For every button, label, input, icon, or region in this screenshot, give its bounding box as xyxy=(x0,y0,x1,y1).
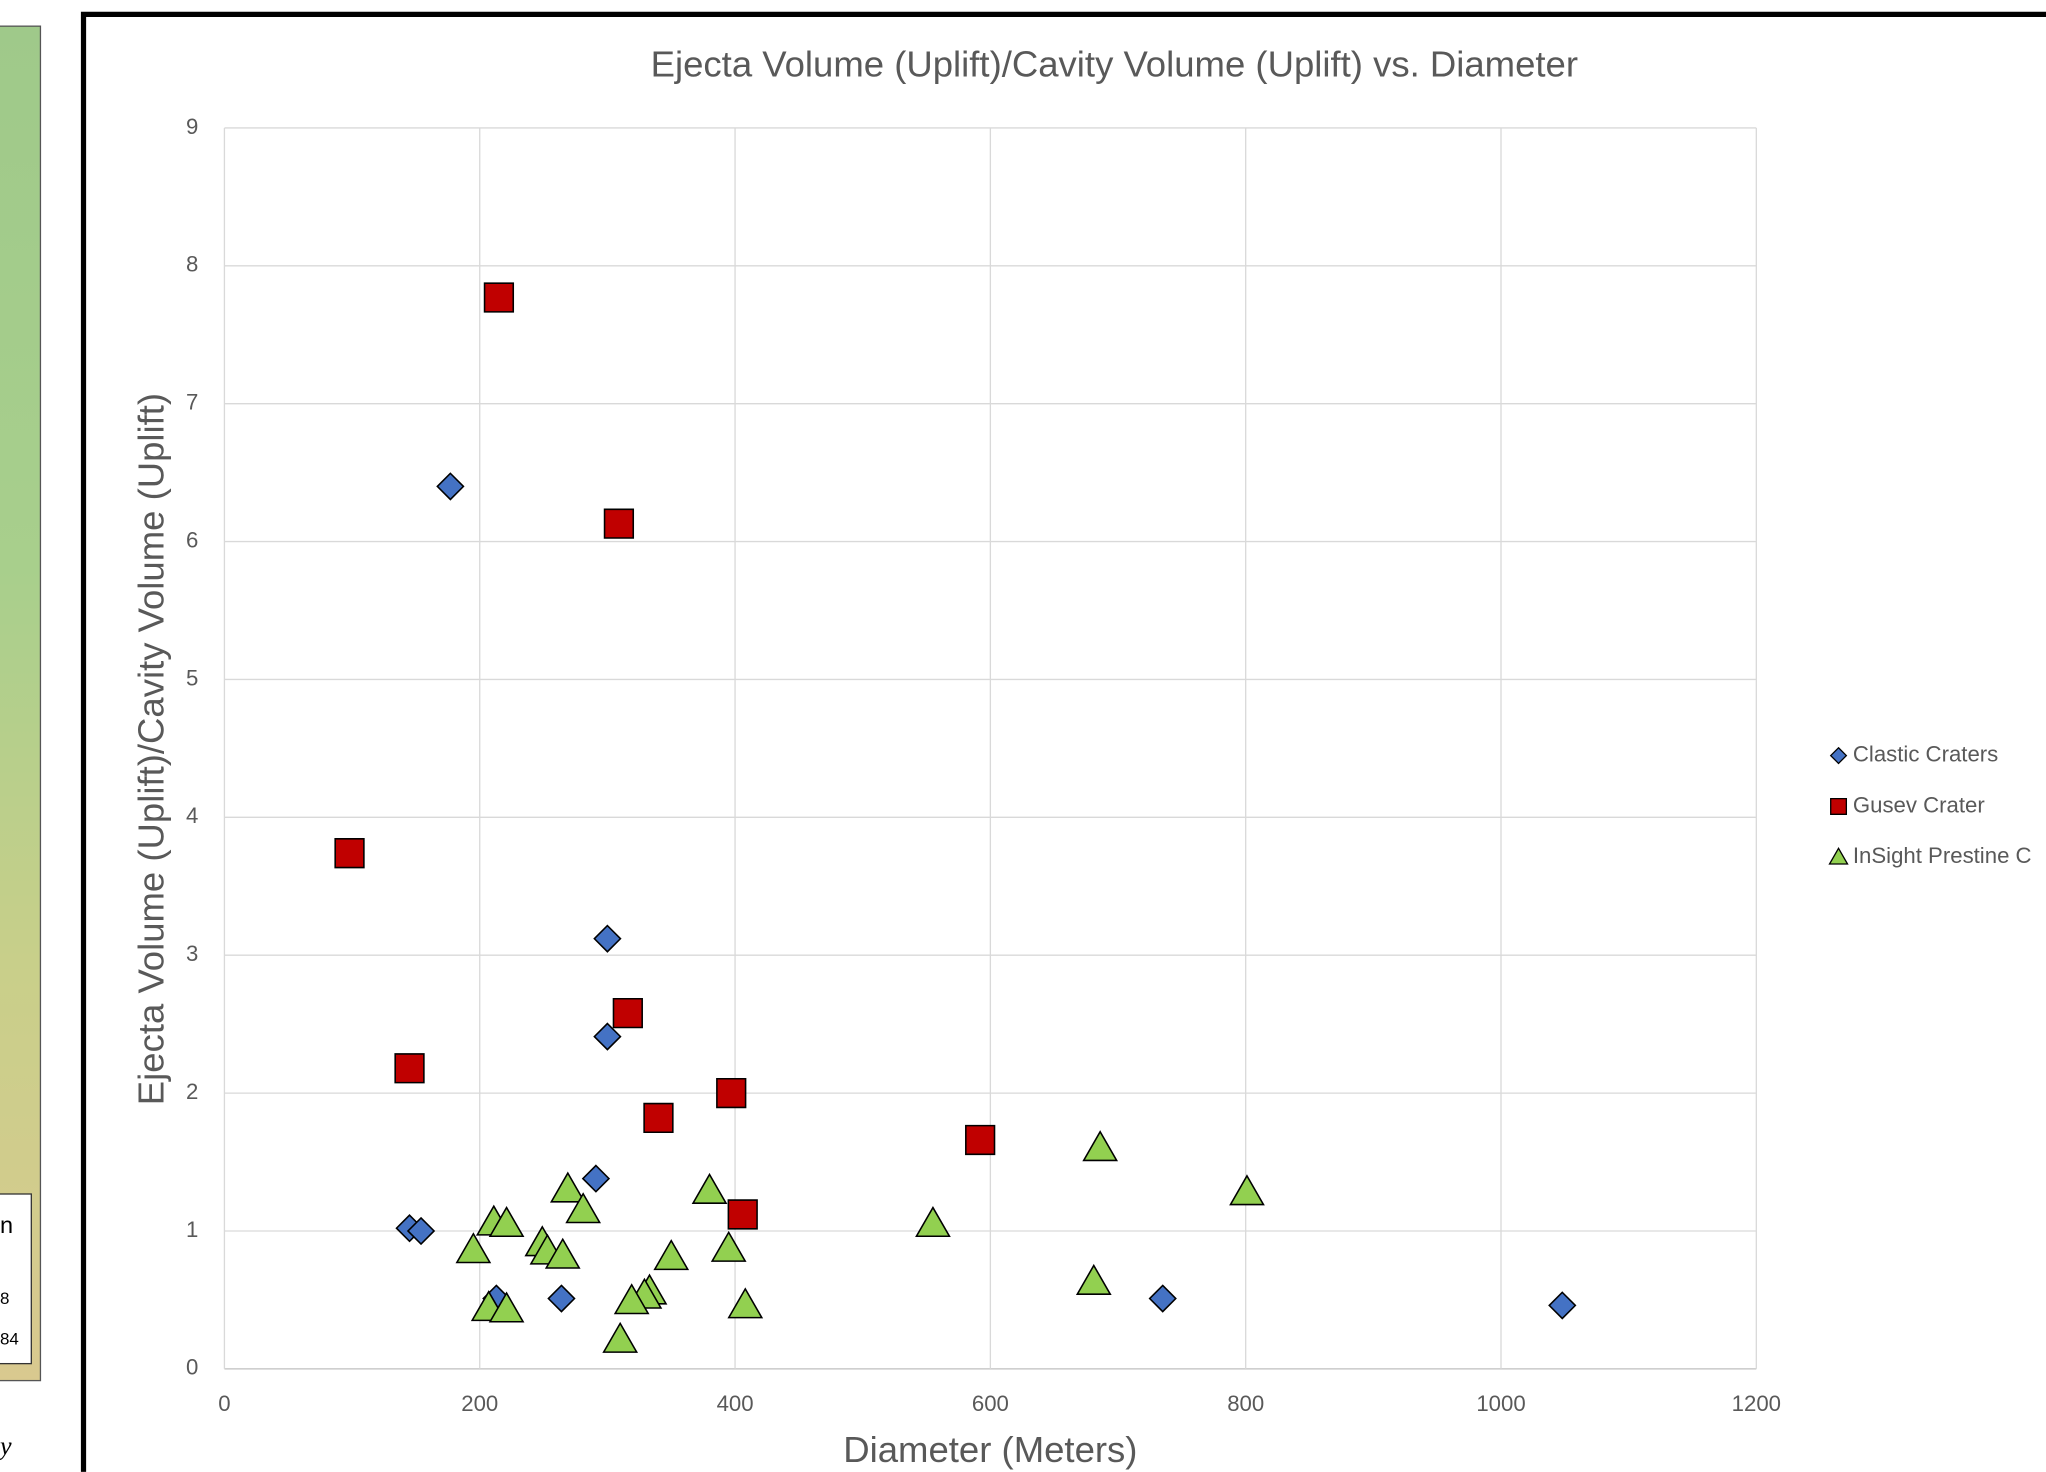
data-point xyxy=(966,1126,995,1155)
map-image xyxy=(0,26,40,1380)
map-caption: y xyxy=(0,1431,12,1460)
data-point xyxy=(335,839,364,868)
data-point xyxy=(551,1173,584,1202)
data-point xyxy=(548,1285,574,1311)
data-point xyxy=(457,1234,490,1263)
data-point xyxy=(605,509,634,538)
chart-title: Ejecta Volume (Uplift)/Cavity Volume (Up… xyxy=(651,43,1578,84)
chart-frame xyxy=(84,14,2046,1472)
data-point xyxy=(583,1166,609,1192)
x-tick-label: 400 xyxy=(717,1391,754,1416)
data-point xyxy=(1549,1292,1575,1318)
data-point xyxy=(729,1289,762,1318)
y-tick-label: 9 xyxy=(186,114,198,139)
data-point xyxy=(728,1200,757,1229)
data-point xyxy=(1077,1265,1110,1294)
data-point xyxy=(437,473,463,499)
data-point xyxy=(693,1174,726,1203)
y-tick-label: 0 xyxy=(186,1355,198,1380)
data-point xyxy=(1084,1132,1117,1161)
data-point xyxy=(613,999,642,1028)
page: {"inset_fragment": {"labels": ["n", "8",… xyxy=(0,0,2046,1472)
data-point xyxy=(485,283,514,312)
legend-marker xyxy=(1830,848,1848,864)
map-label: n xyxy=(0,1212,13,1238)
data-point xyxy=(655,1241,688,1270)
legend-marker xyxy=(1831,748,1847,764)
x-tick-label: 200 xyxy=(461,1391,498,1416)
data-point xyxy=(916,1208,949,1237)
x-tick-label: 0 xyxy=(218,1391,230,1416)
x-tick-label: 1200 xyxy=(1732,1391,1781,1416)
data-point xyxy=(395,1054,424,1083)
chart: n 8 84 y Ejecta Volume (Uplift)/Cavity V… xyxy=(0,0,2046,1472)
y-tick-label: 2 xyxy=(186,1079,198,1104)
data-point xyxy=(712,1232,745,1261)
y-tick-label: 8 xyxy=(186,252,198,277)
data-point xyxy=(594,926,620,952)
data-point xyxy=(1230,1176,1263,1205)
x-tick-label: 1000 xyxy=(1476,1391,1525,1416)
x-tick-label: 600 xyxy=(972,1391,1009,1416)
legend-marker xyxy=(1831,799,1847,815)
legend-label: InSight Prestine C xyxy=(1853,843,2032,868)
y-tick-label: 1 xyxy=(186,1217,198,1242)
y-tick-label: 7 xyxy=(186,390,198,415)
legend-label: Clastic Craters xyxy=(1853,741,1998,766)
map-label: 8 xyxy=(0,1289,9,1308)
y-tick-label: 3 xyxy=(186,941,198,966)
y-tick-label: 6 xyxy=(186,527,198,552)
data-point xyxy=(644,1104,673,1133)
y-axis-title: Ejecta Volume (Uplift)/Cavity Volume (Up… xyxy=(131,393,172,1105)
data-point xyxy=(717,1079,746,1108)
x-axis-title: Diameter (Meters) xyxy=(843,1429,1137,1470)
y-tick-label: 5 xyxy=(186,665,198,690)
y-tick-label: 4 xyxy=(186,803,198,828)
map-label: 84 xyxy=(0,1330,19,1349)
map-fragment: n 8 84 y xyxy=(0,26,40,1460)
legend-label: Gusev Crater xyxy=(1853,792,1985,817)
data-point xyxy=(1150,1285,1176,1311)
data-point xyxy=(604,1323,637,1352)
x-tick-label: 800 xyxy=(1227,1391,1264,1416)
